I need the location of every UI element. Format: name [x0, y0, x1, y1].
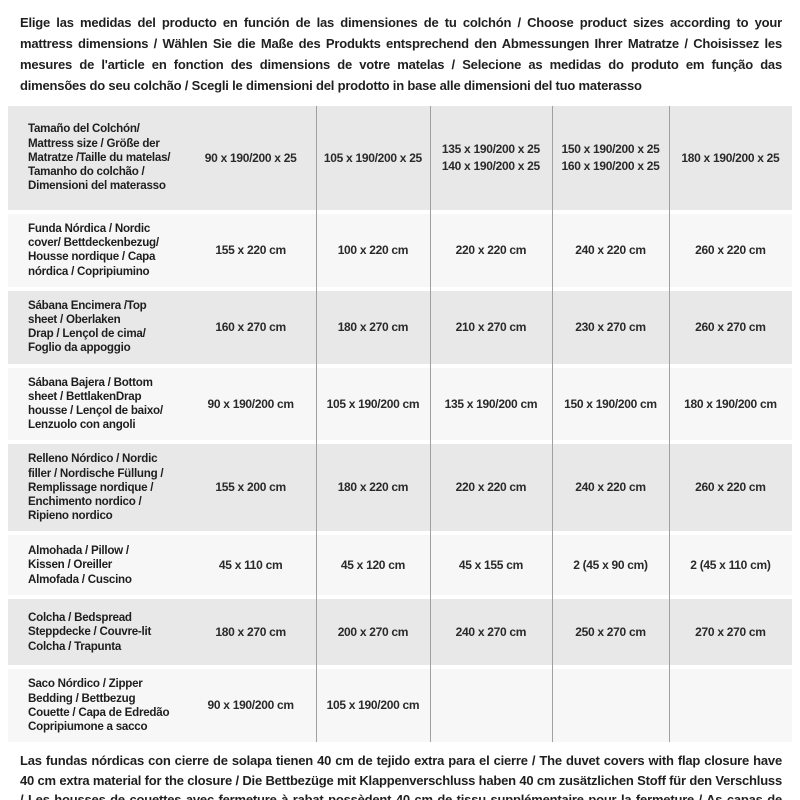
row-label: Relleno Nórdico / Nordic filler / Nordis…: [28, 452, 164, 523]
table-row: Saco Nórdico / Zipper Bedding / Bettbezu…: [8, 669, 792, 743]
table-row: Tamaño del Colchón/ Mattress size / Größ…: [8, 106, 792, 210]
table-row: Funda Nórdica / Nordic cover/ Bettdecken…: [8, 214, 792, 287]
product-size-table: Tamaño del Colchón/ Mattress size / Größ…: [8, 106, 792, 743]
column-divider: [668, 106, 670, 743]
table-row: Sábana Bajera / Bottom sheet / Bettlaken…: [8, 367, 792, 441]
size-cell: 260 x 270 cm: [695, 319, 766, 334]
size-cell: 260 x 220 cm: [695, 242, 766, 257]
size-cell: 200 x 270 cm: [337, 624, 409, 639]
size-cell: [669, 669, 792, 742]
intro-text: Elige las medidas del producto en funció…: [20, 15, 782, 93]
size-cell: 180 x 190/200 cm: [684, 396, 777, 411]
size-cell: 155 x 220 cm: [215, 242, 286, 257]
size-cell: 240 x 220 cm: [575, 242, 646, 257]
column-divider: [552, 106, 554, 743]
size-cell: 105 x 190/200 x 25: [323, 150, 422, 165]
size-cell: 135 x 190/200 cm: [444, 396, 538, 411]
size-cell: 90 x 190/200 cm: [207, 396, 295, 411]
table-row: Almohada / Pillow / Kissen / Oreiller Al…: [8, 535, 792, 596]
size-cell: 260 x 220 cm: [695, 480, 766, 495]
size-cell: 210 x 270 cm: [455, 319, 527, 334]
row-label: Tamaño del Colchón/ Mattress size / Größ…: [28, 122, 171, 193]
size-cell: 45 x 155 cm: [458, 557, 523, 572]
table-row: Relleno Nórdico / Nordic filler / Nordis…: [8, 444, 792, 532]
size-cell: 180 x 270 cm: [337, 319, 409, 334]
size-cell: 180 x 270 cm: [215, 624, 286, 639]
table-rows: Tamaño del Colchón/ Mattress size / Größ…: [8, 106, 792, 743]
size-cell: 105 x 190/200 cm: [326, 396, 420, 411]
size-cell: 100 x 220 cm: [337, 242, 409, 257]
size-cell: 105 x 190/200 cm: [326, 698, 420, 713]
size-cell: 150 x 190/200 cm: [564, 396, 657, 411]
size-cell: 135 x 190/200 x 25 140 x 190/200 x 25: [441, 142, 540, 173]
footnote-text: Las fundas nórdicas con cierre de solapa…: [20, 753, 782, 800]
size-cell: 2 (45 x 110 cm): [690, 557, 771, 572]
row-label: Sábana Encimera /Top sheet / Oberlaken D…: [28, 298, 147, 355]
size-cell: 180 x 190/200 x 25: [681, 150, 780, 165]
row-label: Saco Nórdico / Zipper Bedding / Bettbezu…: [28, 677, 170, 734]
size-cell: 250 x 270 cm: [575, 624, 646, 639]
row-label: Sábana Bajera / Bottom sheet / Bettlaken…: [28, 375, 163, 432]
size-cell: [552, 669, 669, 742]
column-divider: [429, 106, 431, 743]
row-label: Funda Nórdica / Nordic cover/ Bettdecken…: [28, 222, 159, 278]
size-cell: 45 x 120 cm: [340, 557, 405, 572]
row-label: Colcha / Bedspread Steppdecke / Couvre-l…: [28, 611, 152, 653]
size-cell: 45 x 110 cm: [218, 557, 283, 572]
row-label: Almohada / Pillow / Kissen / Oreiller Al…: [28, 544, 132, 586]
size-cell: 230 x 270 cm: [575, 319, 646, 334]
size-cell: 90 x 190/200 cm: [207, 698, 295, 713]
table-row: Colcha / Bedspread Steppdecke / Couvre-l…: [8, 599, 792, 666]
size-cell: 220 x 220 cm: [455, 480, 527, 495]
size-cell: 240 x 220 cm: [575, 480, 646, 495]
size-cell: 150 x 190/200 x 25 160 x 190/200 x 25: [561, 142, 660, 173]
size-cell: 270 x 270 cm: [695, 624, 766, 639]
column-divider: [316, 106, 318, 743]
size-cell: 220 x 220 cm: [455, 242, 527, 257]
size-cell: 240 x 270 cm: [455, 624, 527, 639]
size-cell: [430, 669, 552, 742]
size-cell: 180 x 220 cm: [337, 480, 409, 495]
size-cell: 160 x 270 cm: [215, 319, 286, 334]
size-cell: 90 x 190/200 x 25: [204, 150, 297, 165]
size-cell: 155 x 200 cm: [215, 480, 286, 495]
table-row: Sábana Encimera /Top sheet / Oberlaken D…: [8, 290, 792, 364]
size-cell: 2 (45 x 90 cm): [573, 557, 648, 572]
